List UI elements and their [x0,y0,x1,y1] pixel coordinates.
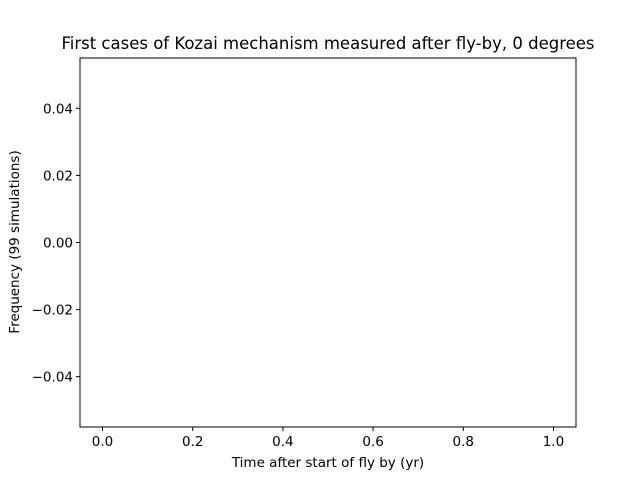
y-axis-ticks: 0.04 0.02 0.00 −0.02 −0.04 [32,101,80,386]
y-tick-label: 0.04 [43,101,73,117]
x-tick-label: 1.0 [543,434,564,450]
chart-title: First cases of Kozai mechanism measured … [61,34,594,53]
y-tick-label: 0.02 [43,168,73,184]
x-tick-label: 0.4 [272,434,293,450]
x-tick-label: 0.6 [362,434,383,450]
x-axis-ticks: 0.0 0.2 0.4 0.6 0.8 1.0 [92,427,564,450]
x-tick-label: 0.2 [182,434,203,450]
x-axis-label: Time after start of fly by (yr) [231,455,424,471]
y-tick-label: −0.04 [32,370,73,386]
y-tick-label: −0.02 [32,303,73,319]
x-tick-label: 0.8 [453,434,474,450]
y-tick-label: 0.00 [43,236,73,252]
x-tick-label: 0.0 [92,434,113,450]
plot-area-frame [79,57,577,428]
y-axis-label: Frequency (99 simulations) [7,150,23,333]
